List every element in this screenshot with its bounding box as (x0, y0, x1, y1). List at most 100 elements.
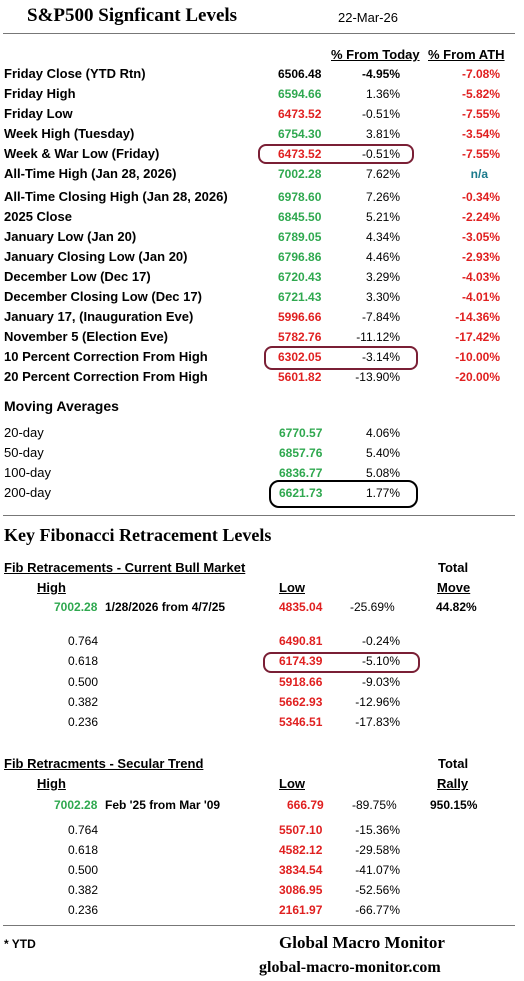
level-value: 6594.66 (278, 87, 322, 101)
level-value: 6796.86 (278, 250, 322, 264)
level-label: Friday Low (4, 106, 73, 121)
level-pct-from-today: -0.51% (361, 107, 400, 121)
level-pct-from-today: -11.12% (356, 330, 400, 344)
level-pct-from-today: -3.14% (361, 350, 400, 364)
level-pct-from-ath: -7.55% (461, 147, 500, 161)
col-header-from-today: % From Today (331, 47, 420, 62)
level-value: 6721.43 (278, 290, 322, 304)
level-pct-from-ath: -5.82% (461, 87, 500, 101)
fib1-col-high: High (37, 580, 66, 595)
level-value: 5782.76 (278, 330, 322, 344)
level-label: Week & War Low (Friday) (4, 146, 160, 161)
fib1-col-total: Total (438, 560, 469, 575)
moving-averages-title: Moving Averages (4, 398, 119, 414)
ma-label: 200-day (4, 485, 51, 500)
level-pct-from-ath: -3.54% (461, 127, 500, 141)
fib2-low-value: 666.79 (287, 798, 324, 812)
level-pct-from-today: 5.21% (365, 210, 400, 224)
level-label: January Low (Jan 20) (4, 229, 137, 244)
level-pct-from-ath: -10.00% (455, 350, 500, 364)
ma-label: 100-day (4, 465, 51, 480)
level-pct-from-ath: n/a (470, 167, 488, 181)
fib1-level-value: 5662.93 (279, 695, 323, 709)
level-value: 6302.05 (278, 350, 322, 364)
level-pct-from-ath: -7.08% (461, 67, 500, 81)
fib1-level-value: 6174.39 (279, 654, 323, 668)
level-label: 20 Percent Correction From High (4, 369, 208, 384)
fib1-low-pct: -25.69% (350, 600, 395, 614)
level-label: Friday High (4, 86, 76, 101)
fib2-level-value: 2161.97 (279, 903, 323, 917)
ma-pct-from-today: 5.40% (365, 446, 400, 460)
fib1-level-value: 5918.66 (279, 675, 323, 689)
highlight-oval-fib-0618 (263, 652, 420, 673)
level-value: 6978.60 (278, 190, 322, 204)
level-label: January 17, (Inauguration Eve) (4, 309, 194, 324)
level-label: November 5 (Election Eve) (4, 329, 168, 344)
fib1-level-pct: -17.83% (355, 715, 400, 729)
fib1-level-value: 6490.81 (279, 634, 323, 648)
fib2-title: Fib Retracments - Secular Trend (4, 756, 204, 771)
level-pct-from-today: 3.29% (365, 270, 400, 284)
level-label: All-Time Closing High (Jan 28, 2026) (4, 189, 228, 204)
fib2-low-pct: -89.75% (352, 798, 397, 812)
ma-pct-from-today: 4.06% (365, 426, 400, 440)
fib2-ratio: 0.618 (68, 843, 99, 857)
fib1-title: Fib Retracements - Current Bull Market (4, 560, 246, 575)
level-pct-from-today: 3.81% (365, 127, 400, 141)
level-label: Week High (Tuesday) (4, 126, 135, 141)
footer-site: global-macro-monitor.com (259, 959, 441, 976)
level-pct-from-today: -13.90% (355, 370, 400, 384)
level-pct-from-today: 1.36% (365, 87, 400, 101)
fib1-low-value: 4835.04 (279, 600, 323, 614)
fib1-level-pct: -0.24% (361, 634, 400, 648)
bottom-divider (3, 925, 515, 926)
mid-divider (3, 515, 515, 516)
level-label: 10 Percent Correction From High (4, 349, 208, 364)
level-pct-from-ath: -4.03% (461, 270, 500, 284)
page-title: S&P500 Signficant Levels (27, 5, 238, 26)
level-pct-from-today: 4.34% (365, 230, 400, 244)
level-pct-from-ath: -4.01% (461, 290, 500, 304)
fib2-level-pct: -15.36% (355, 823, 400, 837)
fib2-level-value: 3086.95 (279, 883, 323, 897)
level-pct-from-today: 7.62% (365, 167, 400, 181)
report-date: 22-Mar-26 (338, 10, 398, 25)
fib1-ratio: 0.500 (68, 675, 99, 689)
fib2-col-total: Total (438, 756, 469, 771)
level-pct-from-ath: -14.36% (455, 310, 500, 324)
level-value: 6720.43 (278, 270, 322, 284)
level-label: Friday Close (YTD Rtn) (4, 66, 146, 81)
fib2-col-low: Low (279, 776, 305, 791)
fib2-ratio: 0.764 (68, 823, 99, 837)
fib1-ratio: 0.236 (68, 715, 99, 729)
fib1-ratio: 0.764 (68, 634, 99, 648)
footer-brand: Global Macro Monitor (279, 933, 445, 952)
fib2-col-high: High (37, 776, 66, 791)
level-label: 2025 Close (4, 209, 72, 224)
fib1-ratio: 0.618 (68, 654, 99, 668)
fib1-level-pct: -12.96% (355, 695, 400, 709)
fib2-high-desc: Feb '25 from Mar '09 (105, 798, 221, 812)
ma-value: 6857.76 (279, 446, 323, 460)
fib1-col-move: Move (437, 580, 471, 595)
level-pct-from-ath: -3.05% (461, 230, 500, 244)
fib2-total-rally: 950.15% (430, 798, 478, 812)
level-pct-from-today: 3.30% (365, 290, 400, 304)
fib1-level-pct: -9.03% (361, 675, 400, 689)
level-pct-from-ath: -2.24% (461, 210, 500, 224)
fib-section-title: Key Fibonacci Retracement Levels (4, 525, 272, 545)
level-pct-from-ath: -20.00% (455, 370, 500, 384)
level-label: All-Time High (Jan 28, 2026) (4, 166, 177, 181)
level-pct-from-ath: -17.42% (455, 330, 500, 344)
fib2-level-pct: -41.07% (355, 863, 400, 877)
col-header-from-ath: % From ATH (428, 47, 505, 62)
fib1-high-value: 7002.28 (54, 600, 98, 614)
level-pct-from-today: 7.26% (365, 190, 400, 204)
level-pct-from-ath: -0.34% (461, 190, 500, 204)
level-value: 7002.28 (278, 167, 322, 181)
ma-value: 6836.77 (279, 466, 323, 480)
fib2-level-pct: -66.77% (355, 903, 400, 917)
level-pct-from-ath: -2.93% (461, 250, 500, 264)
ma-label: 20-day (4, 425, 44, 440)
